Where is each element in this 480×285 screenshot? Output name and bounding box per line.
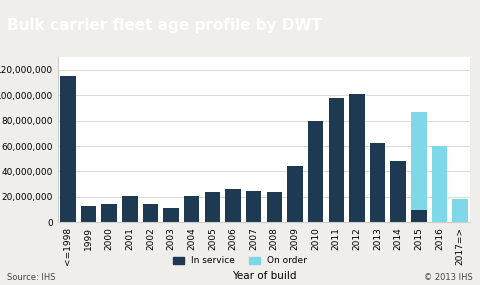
Bar (225, 189, 241, 222)
Bar (390, 161, 406, 222)
Bar (163, 208, 179, 222)
X-axis label: Year of build: Year of build (232, 271, 296, 281)
Bar (101, 205, 117, 222)
Bar (60, 76, 76, 222)
Bar (122, 196, 138, 222)
Text: © 2013 IHS: © 2013 IHS (424, 273, 473, 282)
Bar (143, 205, 158, 222)
Bar (266, 192, 282, 222)
Bar (81, 206, 96, 222)
Bar (308, 121, 324, 222)
Bar (349, 94, 365, 222)
Legend: In service, On order: In service, On order (170, 253, 310, 269)
Text: Source: IHS: Source: IHS (7, 273, 56, 282)
Bar (328, 98, 344, 222)
Bar (452, 200, 468, 222)
Bar (204, 192, 220, 222)
Bar (411, 209, 427, 222)
Bar (370, 143, 385, 222)
Bar (184, 196, 200, 222)
Text: Bulk carrier fleet age profile by DWT: Bulk carrier fleet age profile by DWT (7, 18, 322, 33)
Bar (411, 112, 427, 209)
Bar (246, 190, 262, 222)
Bar (432, 146, 447, 222)
Bar (287, 166, 303, 222)
